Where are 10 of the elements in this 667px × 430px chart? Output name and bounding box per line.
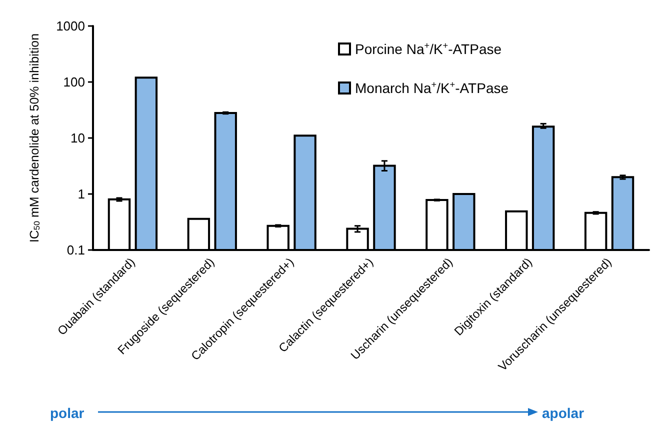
y-tick-label: 1000 — [56, 18, 85, 34]
legend-label: Monarch Na+/K+-ATPase — [355, 80, 509, 96]
y-tick-label: 100 — [63, 74, 85, 90]
y-axis-title: IC50 mM cardenolide at 50% inhibition — [28, 33, 42, 243]
y-tick-label: 0.1 — [66, 242, 85, 258]
y-tick-label: 10 — [70, 130, 85, 146]
text: apolar — [542, 405, 585, 421]
y-tick-label: 1 — [78, 186, 85, 202]
legend-label: Porcine Na+/K+-ATPase — [355, 40, 502, 57]
text: polar — [50, 405, 85, 421]
